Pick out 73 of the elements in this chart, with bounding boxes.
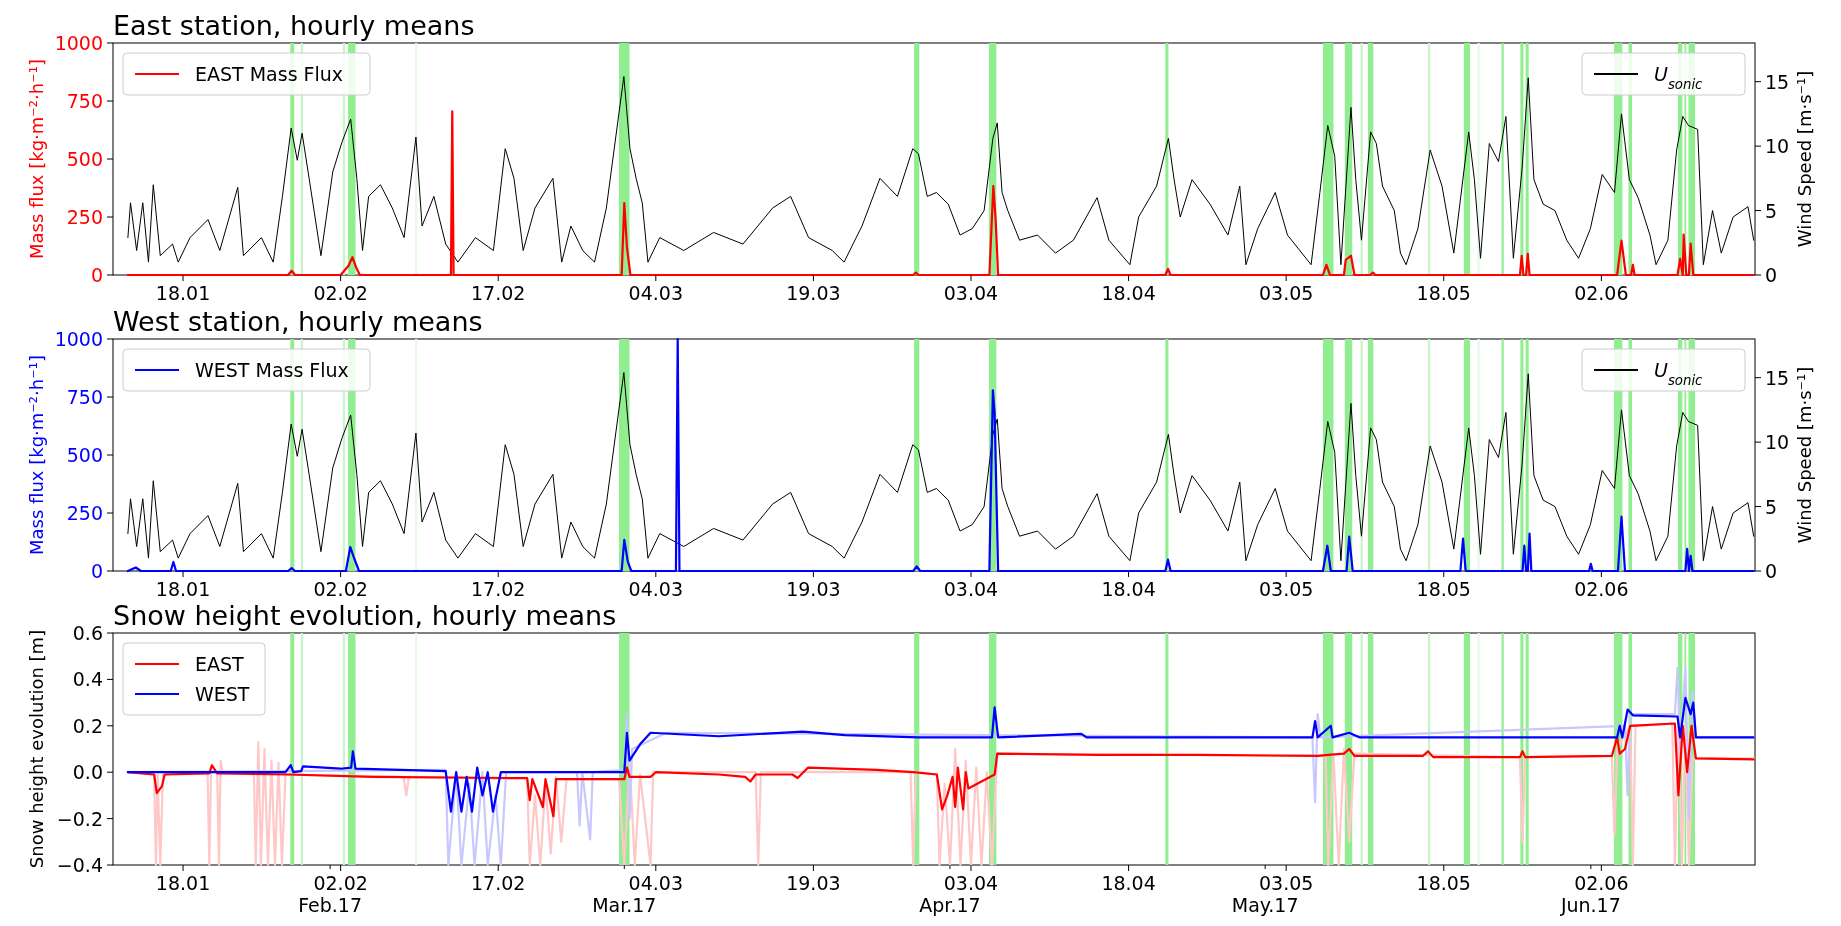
- y-axis-title: Mass flux [kg·m⁻²·h⁻¹]: [26, 59, 47, 259]
- y-axis-title: Snow height evolution [m]: [26, 629, 47, 869]
- x-tick-label: 03.05: [1258, 872, 1314, 894]
- x2-tick-label: Feb.17: [298, 894, 363, 916]
- x2-tick-label: May.17: [1231, 894, 1299, 916]
- legend-label: EAST Mass Flux: [195, 63, 344, 85]
- y-tick-label: 250: [66, 502, 103, 524]
- x-tick-label: 04.03: [628, 872, 684, 894]
- x-tick-label: 03.05: [1258, 578, 1314, 600]
- x-tick-label: 17.02: [471, 282, 526, 304]
- y-tick-label: 0: [90, 560, 103, 582]
- x-tick-label: 03.04: [943, 282, 999, 304]
- x-tick-label: 19.03: [786, 578, 841, 600]
- y2-axis-title: Wind Speed [m·s⁻¹]: [1794, 366, 1815, 544]
- x-tick-label: 18.04: [1101, 578, 1156, 600]
- y2-tick-label: 10: [1765, 135, 1790, 158]
- x-tick-label: 18.05: [1416, 282, 1471, 304]
- y-tick-label: 0.6: [72, 622, 103, 644]
- x-tick-label: 18.01: [155, 578, 211, 600]
- x-tick-label: 19.03: [786, 282, 841, 304]
- x-tick-label: 17.02: [471, 872, 526, 894]
- legend-label: WEST: [195, 683, 250, 705]
- y2-tick-label: 0: [1765, 264, 1778, 286]
- x-tick-label: 18.04: [1101, 282, 1156, 304]
- x-tick-label: 18.04: [1101, 872, 1156, 894]
- x-tick-label: 19.03: [786, 872, 841, 894]
- x-tick-label: 18.05: [1416, 578, 1471, 600]
- y2-axis-title: Wind Speed [m·s⁻¹]: [1794, 70, 1815, 248]
- y-tick-label: 0: [90, 264, 103, 286]
- legend-label: WEST Mass Flux: [195, 359, 349, 381]
- y-tick-label: 0.0: [72, 761, 103, 784]
- x-tick-label: 03.04: [943, 872, 999, 894]
- y-tick-label: 0.2: [72, 714, 103, 737]
- y2-tick-label: 15: [1765, 366, 1790, 389]
- x-tick-label: 02.06: [1574, 578, 1629, 600]
- legend-label: U$_{sonic}$: [1654, 63, 1704, 92]
- chart-title: Snow height evolution, hourly means: [113, 600, 617, 631]
- x-tick-label: 17.02: [471, 578, 526, 600]
- y2-tick-label: 10: [1765, 431, 1790, 454]
- y-tick-label: 500: [66, 444, 103, 466]
- x-tick-label: 02.06: [1574, 872, 1629, 894]
- legend-label: U$_{sonic}$: [1654, 359, 1704, 388]
- y-tick-label: 750: [66, 90, 103, 112]
- y-tick-label: 250: [66, 206, 103, 228]
- x-tick-label: 03.05: [1258, 282, 1314, 304]
- x-tick-label: 02.02: [313, 872, 368, 894]
- chart-title: East station, hourly means: [113, 10, 475, 41]
- x-tick-label: 02.02: [313, 282, 368, 304]
- x-tick-label: 04.03: [628, 282, 684, 304]
- x-tick-label: 02.02: [313, 578, 368, 600]
- chart-title: West station, hourly means: [113, 306, 483, 337]
- y-axis-title: Mass flux [kg·m⁻²·h⁻¹]: [26, 355, 47, 555]
- y-tick-label: 500: [66, 148, 103, 170]
- x-tick-label: 03.04: [943, 578, 999, 600]
- x-tick-label: 04.03: [628, 578, 684, 600]
- x2-tick-label: Jun.17: [1559, 894, 1621, 916]
- x-tick-label: 18.01: [155, 282, 211, 304]
- y-tick-label: 1000: [54, 328, 103, 350]
- y2-tick-label: 5: [1765, 495, 1778, 518]
- y2-tick-label: 15: [1765, 70, 1790, 93]
- y-tick-label: −0.2: [56, 807, 103, 830]
- x2-tick-label: Apr.17: [919, 894, 981, 916]
- y-tick-label: −0.4: [56, 854, 103, 876]
- y2-tick-label: 5: [1765, 199, 1778, 222]
- x-tick-label: 18.05: [1416, 872, 1471, 894]
- x2-tick-label: Mar.17: [592, 894, 657, 916]
- y-tick-label: 750: [66, 386, 103, 408]
- y-tick-label: 0.4: [72, 668, 103, 691]
- x-tick-label: 02.06: [1574, 282, 1629, 304]
- x-tick-label: 18.01: [155, 872, 211, 894]
- y2-tick-label: 0: [1765, 560, 1778, 582]
- y-tick-label: 1000: [54, 32, 103, 54]
- legend-label: EAST: [195, 653, 245, 675]
